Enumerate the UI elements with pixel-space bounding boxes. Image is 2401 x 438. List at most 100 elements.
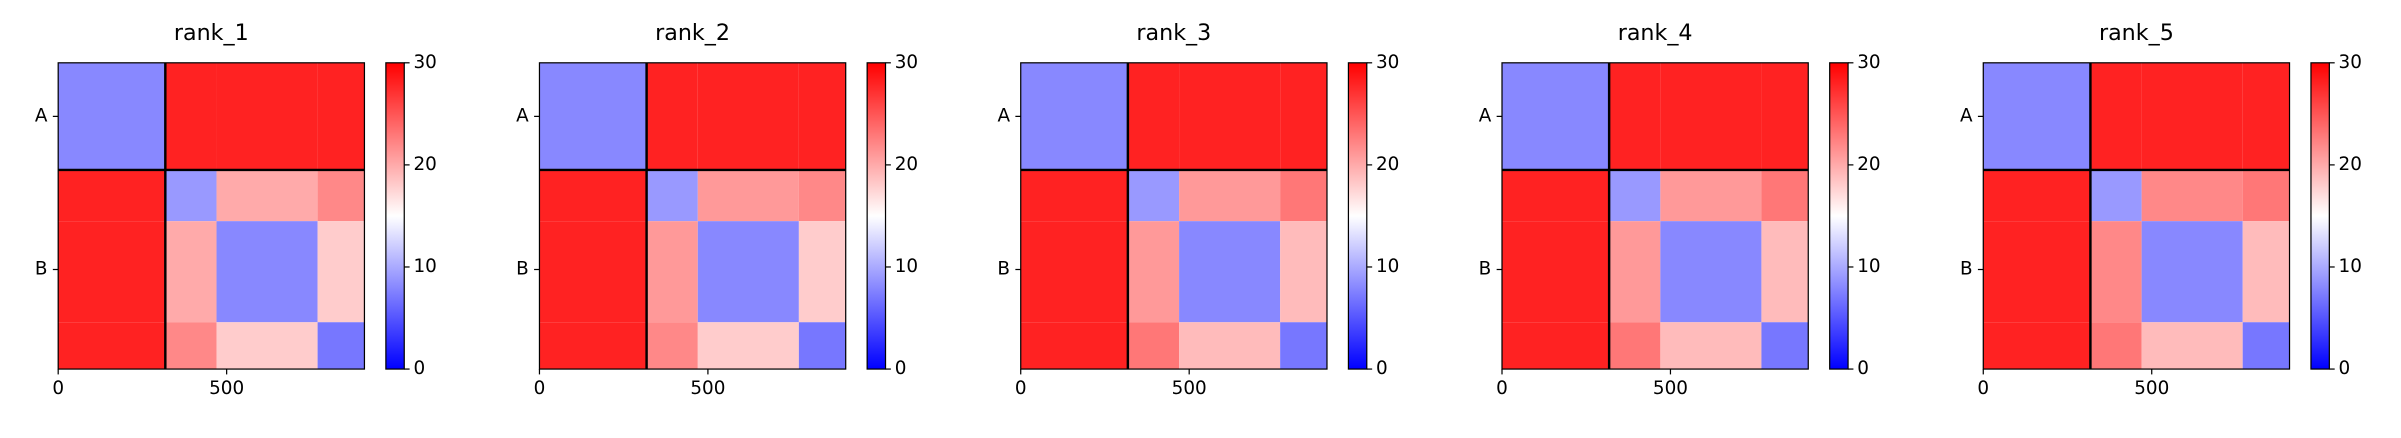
heat-cell — [1280, 221, 1327, 323]
heat-cell — [216, 221, 318, 323]
heat-cell — [2242, 221, 2290, 323]
heat-cell — [646, 221, 698, 323]
heat-cell — [1502, 169, 1610, 222]
colorbar-tick-label: 10 — [1857, 256, 1880, 277]
heat-cell — [646, 62, 698, 170]
heat-cell — [539, 169, 647, 222]
heat-cell — [1609, 169, 1661, 222]
heat-cell — [216, 169, 318, 222]
colorbar-tick-label: 0 — [2339, 358, 2351, 379]
heat-cell — [165, 221, 217, 323]
heat-cell — [798, 221, 846, 323]
heat-cell — [1020, 169, 1128, 222]
heat-cell — [1660, 169, 1762, 222]
heat-cell — [1609, 322, 1661, 370]
heat-cell — [2090, 62, 2142, 170]
heat-cell — [1660, 322, 1762, 370]
plot-frame — [538, 62, 847, 370]
heat-cell — [1127, 221, 1180, 323]
heat-cell — [58, 221, 166, 323]
colorbar — [2310, 62, 2330, 370]
heat-cell — [1761, 62, 1809, 170]
heat-cell — [539, 322, 647, 370]
colorbar-tick-label: 0 — [1376, 358, 1388, 379]
y-tick-label: B — [997, 259, 1010, 280]
heat-cell — [2141, 322, 2243, 370]
chart-title: rank_2 — [655, 20, 730, 46]
heat-cell — [1761, 169, 1809, 222]
plot-frame — [1020, 62, 1328, 370]
chart-title: rank_4 — [1618, 20, 1693, 46]
heat-cell — [58, 169, 166, 222]
heat-cell — [798, 322, 846, 370]
x-tick-label: 500 — [209, 378, 244, 399]
y-tick-label: B — [1960, 259, 1973, 280]
heat-cell — [697, 322, 799, 370]
colorbar-tick-label: 20 — [2339, 154, 2362, 175]
plot-frame — [57, 62, 366, 370]
heat-cell — [1280, 169, 1327, 222]
heat-cell — [2242, 322, 2290, 370]
heat-cell — [646, 169, 698, 222]
heat-cell — [216, 322, 318, 370]
colorbar-tick-label: 0 — [895, 358, 907, 379]
colorbar-tick-label: 10 — [2339, 256, 2362, 277]
colorbar-tick-label: 30 — [895, 52, 918, 73]
x-tick-label: 0 — [534, 378, 546, 399]
heat-cell — [165, 322, 217, 370]
heat-cell — [1020, 62, 1128, 170]
heat-cell — [1660, 62, 1762, 170]
heat-cell — [317, 221, 365, 323]
heat-cell — [1179, 62, 1281, 170]
heat-cell — [317, 322, 365, 370]
heat-cell — [1761, 221, 1809, 323]
heat-cell — [1983, 62, 2091, 170]
y-tick-label: A — [516, 105, 529, 126]
colorbar — [1829, 62, 1849, 370]
colorbar-tick-label: 0 — [1857, 358, 1869, 379]
heat-cell — [1127, 322, 1180, 370]
heat-cell — [2141, 169, 2243, 222]
heat-cell — [2090, 322, 2142, 370]
heat-cell — [1609, 62, 1661, 170]
colorbar-tick-label: 30 — [1857, 52, 1880, 73]
plot-frame — [1982, 62, 2291, 370]
heat-cell — [697, 169, 799, 222]
colorbar-tick-label: 30 — [1376, 52, 1399, 73]
x-tick-label: 500 — [2134, 378, 2169, 399]
colorbar — [1347, 62, 1368, 370]
colorbar-tick-label: 30 — [413, 52, 436, 73]
heat-cell — [1127, 169, 1180, 222]
heat-cell — [1179, 221, 1281, 323]
heat-cell — [697, 62, 799, 170]
chart-title: rank_5 — [2099, 20, 2174, 46]
heat-cell — [798, 62, 846, 170]
heat-cell — [2242, 169, 2290, 222]
y-tick-label: A — [1960, 105, 1973, 126]
y-tick-label: A — [997, 105, 1010, 126]
x-tick-label: 500 — [1653, 378, 1688, 399]
colorbar-tick-label: 20 — [1857, 154, 1880, 175]
heat-cell — [1179, 322, 1281, 370]
x-tick-label: 0 — [1015, 378, 1027, 399]
heat-cell — [1502, 322, 1610, 370]
y-tick-label: B — [516, 259, 529, 280]
colorbar-tick-label: 10 — [413, 256, 436, 277]
heat-cell — [58, 322, 166, 370]
heat-cell — [697, 221, 799, 323]
heat-cell — [1983, 322, 2091, 370]
heat-cell — [798, 169, 846, 222]
y-tick-label: A — [1479, 105, 1492, 126]
plot-frame — [1501, 62, 1809, 370]
heat-cell — [1280, 62, 1327, 170]
heat-cell — [1020, 322, 1128, 370]
heat-cell — [1761, 322, 1809, 370]
heat-cell — [1502, 62, 1610, 170]
x-tick-label: 500 — [690, 378, 725, 399]
y-tick-label: A — [35, 105, 48, 126]
heat-cell — [539, 221, 647, 323]
colorbar-tick-label: 30 — [2339, 52, 2362, 73]
heat-cell — [1660, 221, 1762, 323]
